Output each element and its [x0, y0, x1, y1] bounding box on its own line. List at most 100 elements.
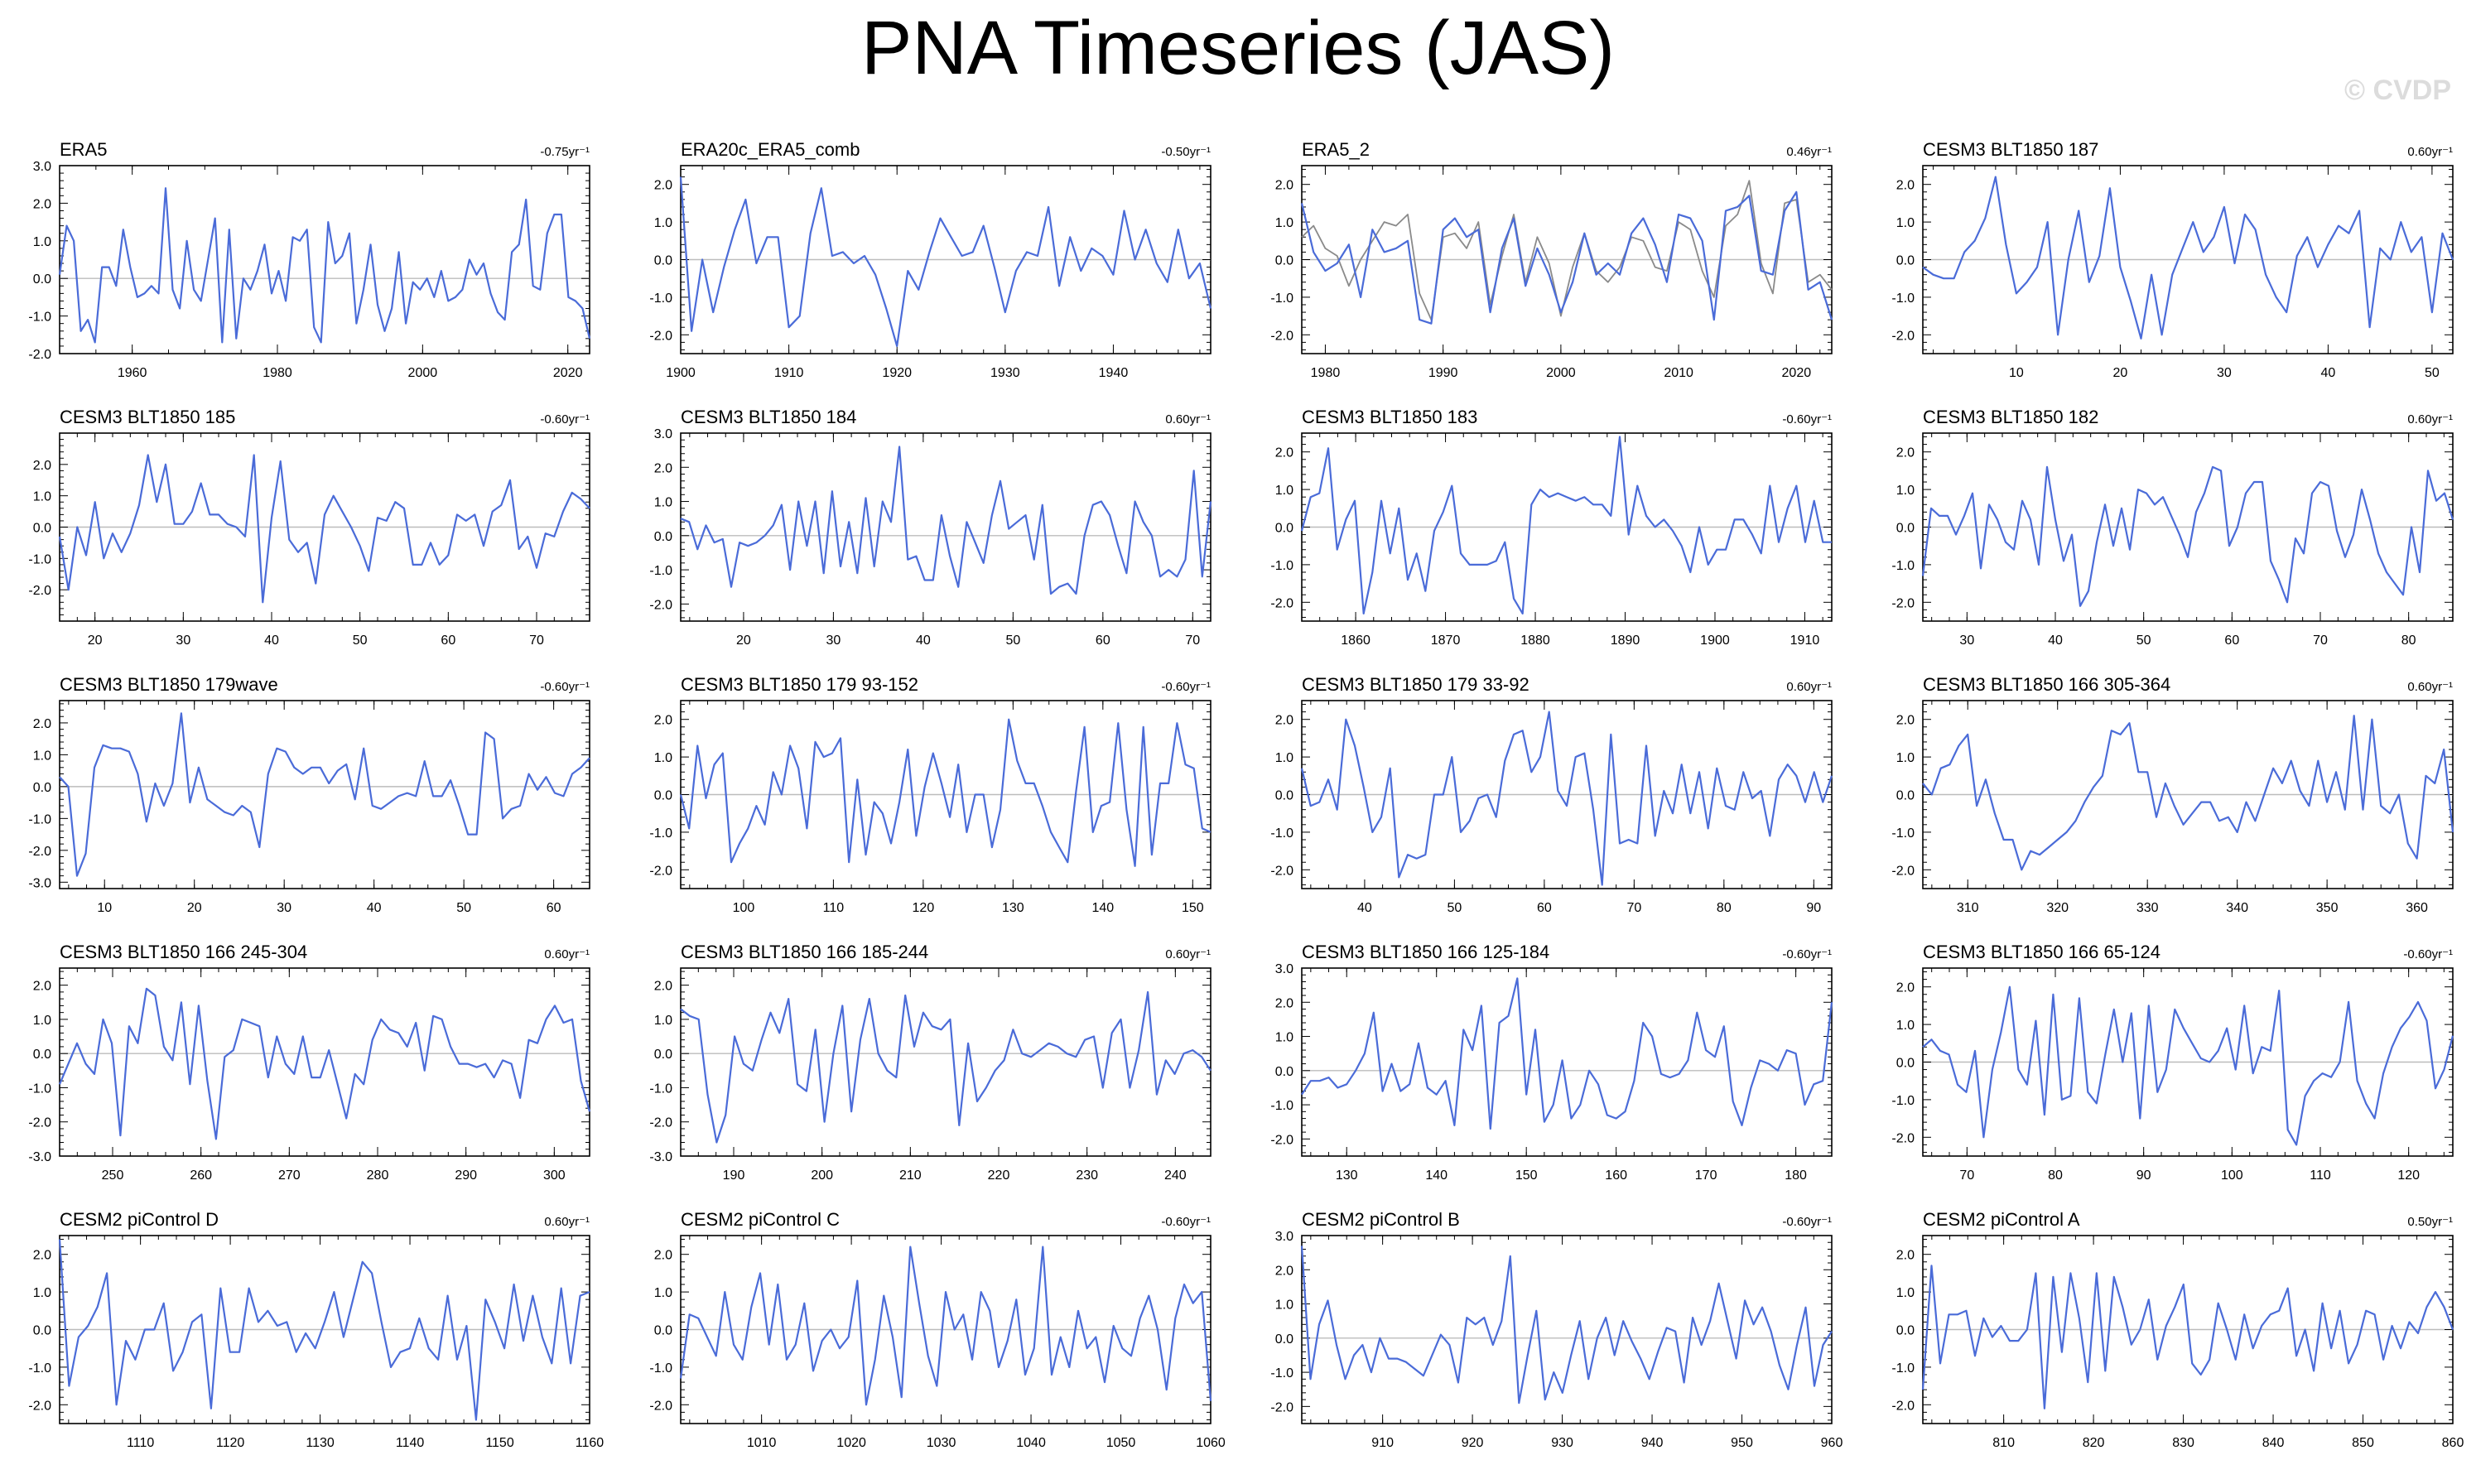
y-tick-label: 0.0 — [654, 254, 672, 268]
x-tick-label: 190 — [723, 1168, 745, 1183]
x-tick-label: 1010 — [747, 1436, 777, 1450]
y-tick-label: 2.0 — [654, 179, 672, 193]
x-tick-label: 1910 — [1790, 634, 1820, 648]
y-tick-label: 1.0 — [654, 216, 672, 230]
y-tick-label: -2.0 — [1270, 1133, 1293, 1147]
panel-title: CESM3 BLT1850 183 — [1302, 407, 1477, 427]
x-tick-label: 360 — [2406, 901, 2428, 915]
x-tick-label: 140 — [1425, 1168, 1448, 1183]
x-tick-label: 1060 — [1196, 1436, 1226, 1450]
x-tick-label: 1960 — [118, 366, 147, 380]
y-tick-label: -1.0 — [1270, 1366, 1293, 1380]
y-tick-label: 1.0 — [1275, 484, 1293, 498]
x-tick-label: 1860 — [1341, 634, 1370, 648]
panel-title: CESM2 piControl D — [60, 1209, 219, 1230]
series-line — [1301, 977, 1833, 1130]
x-tick-label: 150 — [1182, 901, 1204, 915]
x-tick-label: 110 — [823, 901, 845, 915]
y-tick-label: 2.0 — [1896, 446, 1915, 460]
chart-panel: CESM2 piControl A 0.50yr⁻¹ 2.0 1.0 0.0 -1.0 -2… — [1891, 1209, 2464, 1450]
series-line — [1921, 1265, 2454, 1409]
y-tick-label: 1.0 — [1896, 751, 1915, 765]
y-tick-label: -2.0 — [28, 1399, 51, 1413]
series-line — [1300, 190, 1833, 325]
x-tick-label: 1120 — [216, 1436, 245, 1450]
series-line — [679, 176, 1212, 347]
y-tick-label: -2.0 — [649, 864, 672, 878]
y-tick-label: -1.0 — [649, 292, 672, 306]
x-tick-label: 90 — [1806, 901, 1821, 915]
y-tick-label: 2.0 — [1275, 714, 1293, 728]
series-line — [1300, 1246, 1833, 1404]
plot-frame — [1301, 1235, 1833, 1424]
x-tick-label: 1900 — [666, 366, 696, 380]
chart-panel: CESM3 BLT1850 184 0.60yr⁻¹ 3.0 2.0 1.0 0.0 -1.… — [649, 407, 1212, 648]
y-tick-label: 2.0 — [654, 980, 672, 994]
x-tick-label: 280 — [367, 1168, 389, 1183]
series-line — [1921, 465, 2454, 607]
chart-panel: CESM3 BLT1850 166 185-244 0.60yr⁻¹ 2.0 1.0 0… — [649, 942, 1212, 1183]
trend-label: -0.60yr⁻¹ — [1782, 947, 1832, 961]
x-tick-label: 2020 — [553, 366, 583, 380]
chart-panel: CESM3 BLT1850 166 245-304 0.60yr⁻¹ 2.0 1.0 0… — [28, 942, 591, 1183]
panel-title: CESM3 BLT1850 187 — [1923, 139, 2098, 160]
x-tick-label: 170 — [1695, 1168, 1717, 1183]
x-tick-label: 200 — [811, 1168, 833, 1183]
y-tick-label: 2.0 — [1896, 179, 1915, 193]
x-tick-label: 40 — [1357, 901, 1372, 915]
x-tick-label: 50 — [1005, 634, 1020, 648]
x-tick-label: 2000 — [408, 366, 438, 380]
trend-label: -0.60yr⁻¹ — [1782, 412, 1832, 426]
y-tick-label: 1.0 — [1896, 216, 1915, 230]
y-tick-label: -1.0 — [28, 812, 51, 826]
trend-label: 0.60yr⁻¹ — [544, 947, 590, 961]
series-line — [679, 1246, 1212, 1406]
x-tick-label: 310 — [1957, 901, 1979, 915]
y-tick-label: 2.0 — [1275, 996, 1293, 1010]
y-tick-label: -1.0 — [1891, 559, 1915, 573]
y-tick-label: -1.0 — [1270, 826, 1293, 841]
y-tick-label: -2.0 — [649, 329, 672, 343]
y-tick-label: -2.0 — [28, 1116, 51, 1130]
y-tick-label: -1.0 — [1270, 559, 1293, 573]
series-line — [58, 187, 591, 344]
x-tick-label: 220 — [988, 1168, 1010, 1183]
x-tick-label: 50 — [2425, 366, 2440, 380]
x-tick-label: 1980 — [263, 366, 292, 380]
x-tick-label: 90 — [2136, 1168, 2151, 1183]
x-tick-label: 210 — [899, 1168, 922, 1183]
chart-panel: CESM3 BLT1850 166 65-124 -0.60yr⁻¹ 2.0 1.0 0… — [1891, 942, 2454, 1183]
panel-title: CESM3 BLT1850 166 125-184 — [1302, 942, 1549, 962]
x-tick-label: 1920 — [882, 366, 912, 380]
series-line-grey — [1301, 180, 1833, 321]
x-tick-label: 950 — [1731, 1436, 1753, 1450]
x-tick-label: 350 — [2316, 901, 2339, 915]
x-tick-label: 300 — [543, 1168, 566, 1183]
y-tick-label: -2.0 — [28, 845, 51, 859]
y-tick-label: -1.0 — [649, 1082, 672, 1096]
y-tick-label: 0.0 — [1275, 789, 1293, 803]
series-line — [58, 454, 590, 604]
x-tick-label: 1870 — [1431, 634, 1461, 648]
x-tick-label: 70 — [1959, 1168, 1974, 1183]
y-tick-label: 2.0 — [654, 461, 672, 475]
x-tick-label: 150 — [1515, 1168, 1538, 1183]
y-tick-label: -3.0 — [28, 876, 51, 890]
x-tick-label: 1990 — [1428, 366, 1458, 380]
y-tick-label: -2.0 — [28, 348, 51, 362]
panel-title: CESM3 BLT1850 166 305-364 — [1923, 674, 2170, 695]
x-tick-label: 330 — [2136, 901, 2159, 915]
y-tick-label: 2.0 — [33, 459, 51, 473]
x-tick-label: 70 — [529, 634, 544, 648]
x-tick-label: 80 — [2048, 1168, 2063, 1183]
x-tick-label: 1110 — [127, 1436, 154, 1450]
panel-title: CESM2 piControl C — [681, 1209, 840, 1230]
trend-label: -0.60yr⁻¹ — [540, 680, 590, 694]
x-tick-label: 1020 — [836, 1436, 866, 1450]
series-line — [1922, 715, 2454, 871]
y-tick-label: 2.0 — [33, 1249, 51, 1263]
chart-panel: CESM3 BLT1850 179wave -0.60yr⁻¹ 2.0 1.0 0.0 -… — [28, 674, 590, 915]
x-tick-label: 20 — [187, 901, 202, 915]
y-tick-label: -2.0 — [1891, 329, 1915, 343]
page-title: PNA Timeseries (JAS) — [861, 6, 1615, 90]
